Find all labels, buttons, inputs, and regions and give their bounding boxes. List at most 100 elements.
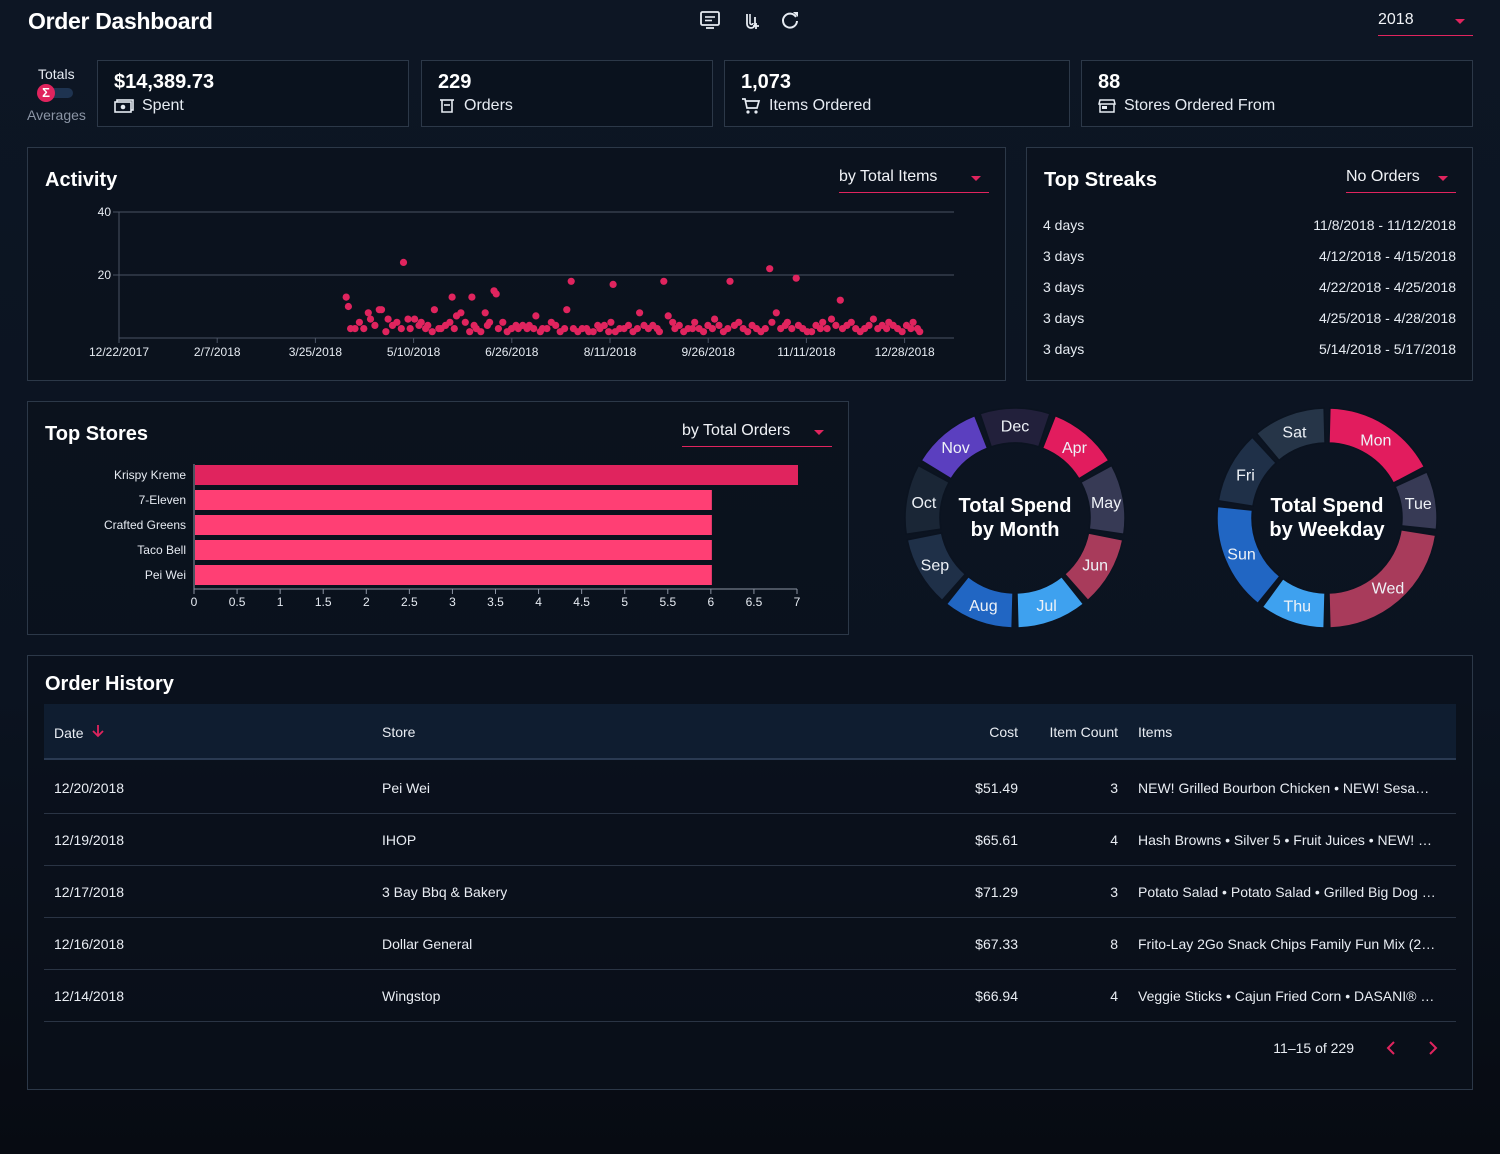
data-point (655, 328, 664, 336)
data-point (768, 318, 776, 326)
attach-file-icon[interactable] (740, 9, 762, 31)
data-point (744, 328, 752, 336)
donut-segment (920, 414, 989, 480)
data-point (836, 296, 844, 304)
order-history-panel: Order History Date Store Cost Item Count… (27, 655, 1473, 1090)
data-point (430, 306, 438, 314)
money-icon (114, 98, 134, 114)
x-tick-label: 3 (449, 595, 456, 609)
table-row[interactable]: 12/16/2018 Dollar General $67.33 8 Frito… (44, 918, 1456, 970)
streak-row: 3 days 4/12/2018 - 4/15/2018 (1043, 248, 1456, 264)
x-tick-label: 2/7/2018 (194, 345, 241, 359)
table-row[interactable]: 12/17/2018 3 Bay Bbq & Bakery $71.29 3 P… (44, 866, 1456, 918)
data-point (636, 309, 644, 317)
streak-row: 4 days 11/8/2018 - 11/12/2018 (1043, 217, 1456, 233)
streak-row: 3 days 4/22/2018 - 4/25/2018 (1043, 279, 1456, 295)
sigma-icon: Σ (37, 84, 55, 102)
weekday-donut-title-line2: by Weekday (1269, 519, 1385, 541)
data-point (865, 321, 873, 329)
data-point (406, 325, 414, 333)
year-select-value: 2018 (1378, 11, 1414, 28)
donut-segment (1217, 436, 1277, 508)
data-point (660, 277, 668, 285)
data-point (711, 315, 719, 323)
cell-store: Pei Wei (382, 780, 430, 796)
x-tick-label: 1.5 (315, 595, 332, 609)
streak-length: 4 days (1043, 217, 1085, 233)
streak-row: 3 days 5/14/2018 - 5/17/2018 (1043, 341, 1456, 357)
y-tick-label: 20 (98, 268, 112, 282)
top-stores-metric-select[interactable]: by Total Orders (682, 422, 832, 447)
column-header-item-count[interactable]: Item Count (1049, 724, 1118, 740)
column-header-store[interactable]: Store (382, 724, 416, 740)
year-select[interactable]: 2018 (1378, 11, 1473, 36)
refresh-icon[interactable] (779, 9, 801, 31)
segment-label: Jul (1036, 598, 1056, 615)
x-tick-label: 7 (794, 595, 801, 609)
data-point (761, 325, 769, 333)
stat-card-items: 1,073 Items Ordered (724, 60, 1070, 127)
x-tick-label: 8/11/2018 (584, 345, 637, 359)
sort-descending-icon (91, 724, 104, 741)
cell-item-count: 3 (1110, 780, 1118, 796)
stat-label-row: Stores Ordered From (1098, 97, 1275, 115)
streak-range: 4/22/2018 - 4/25/2018 (1318, 279, 1456, 295)
top-stores-metric-value: by Total Orders (682, 422, 791, 439)
cell-date: 12/14/2018 (54, 988, 125, 1004)
cell-item-count: 8 (1110, 936, 1118, 952)
data-point (788, 325, 796, 333)
column-header-items[interactable]: Items (1138, 724, 1173, 740)
data-point (371, 321, 379, 329)
stat-value: 229 (438, 71, 472, 93)
data-point (382, 328, 390, 336)
category-label: Crafted Greens (104, 518, 186, 532)
totals-averages-toggle[interactable]: Σ (37, 84, 73, 102)
data-point (486, 318, 494, 326)
stat-value: $14,389.73 (114, 71, 215, 93)
column-header-date-label: Date (54, 724, 84, 741)
y-tick-label: 40 (98, 205, 112, 219)
previous-page-button[interactable] (1382, 1038, 1402, 1058)
data-point (735, 318, 743, 326)
donut-segment (1328, 528, 1437, 629)
next-page-button[interactable] (1422, 1038, 1442, 1058)
data-point (708, 325, 717, 333)
data-point (397, 325, 405, 333)
cell-date: 12/17/2018 (54, 884, 125, 900)
x-tick-label: 6/26/2018 (485, 345, 539, 359)
cell-store: IHOP (382, 832, 417, 848)
stat-label: Orders (464, 97, 513, 114)
activity-metric-select[interactable]: by Total Items (839, 168, 989, 193)
top-stores-title: Top Stores (45, 423, 148, 445)
streaks-type-select[interactable]: No Orders (1346, 168, 1456, 193)
weekday-donut-title: Total Spend by Weekday (1247, 494, 1407, 542)
data-point (351, 325, 359, 333)
table-row[interactable]: 12/14/2018 Wingstop $66.94 4 Veggie Stic… (44, 970, 1456, 1022)
cell-store: Dollar General (382, 936, 473, 952)
data-point (691, 318, 699, 326)
page-title: Order Dashboard (28, 8, 213, 34)
table-row[interactable]: 12/19/2018 IHOP $65.61 4 Hash Browns • S… (44, 814, 1456, 866)
data-point (772, 309, 780, 317)
streak-length: 3 days (1043, 248, 1085, 264)
stat-card-orders: 229 Orders (421, 60, 713, 127)
stat-label: Stores Ordered From (1124, 97, 1276, 114)
report-icon[interactable] (699, 9, 721, 31)
category-label: Taco Bell (137, 543, 186, 557)
data-point (832, 321, 840, 329)
stat-label: Spent (142, 97, 184, 114)
data-point (624, 321, 633, 329)
cell-items: Veggie Sticks • Cajun Fried Corn • DASAN… (1138, 988, 1435, 1004)
data-point (424, 321, 432, 329)
data-point (481, 309, 489, 317)
segment-label: Wed (1372, 581, 1405, 598)
x-tick-label: 12/28/2018 (875, 345, 935, 359)
data-point (675, 321, 683, 329)
column-header-date[interactable]: Date (54, 724, 104, 741)
x-tick-label: 6.5 (746, 595, 763, 609)
data-point (609, 280, 617, 288)
top-stores-bar-chart: Krispy Kreme 7-Eleven Crafted Greens Taco B… (104, 464, 801, 609)
table-row[interactable]: 12/20/2018 Pei Wei $51.49 3 NEW! Grilled… (44, 762, 1456, 814)
column-header-cost[interactable]: Cost (989, 724, 1018, 740)
segment-label: Mon (1360, 432, 1391, 449)
